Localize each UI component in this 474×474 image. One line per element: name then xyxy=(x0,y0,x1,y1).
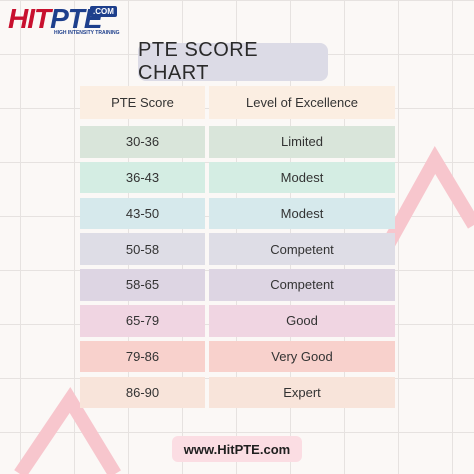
level-cell: Competent xyxy=(209,269,395,301)
score-cell: 79-86 xyxy=(80,340,205,373)
score-cell: 36-43 xyxy=(80,161,205,194)
level-cell: Expert xyxy=(209,376,395,409)
level-cell: Limited xyxy=(209,126,395,158)
header-level: Level of Excellence xyxy=(209,86,395,119)
score-cell: 65-79 xyxy=(80,305,205,337)
level-cell: Modest xyxy=(209,197,395,230)
score-cell: 58-65 xyxy=(80,269,205,301)
logo-hit: HIT xyxy=(8,3,51,34)
logo-tagline: HIGH INTENSITY TRAINING xyxy=(54,30,120,36)
logo-dotcom: .COM xyxy=(90,6,117,17)
score-cell: 50-58 xyxy=(80,233,205,265)
score-cell: 43-50 xyxy=(80,197,205,230)
level-cell: Good xyxy=(209,305,395,337)
level-cell: Very Good xyxy=(209,340,395,373)
header-score: PTE Score xyxy=(80,86,205,119)
score-cell: 86-90 xyxy=(80,376,205,409)
page-title: PTE SCORE CHART xyxy=(138,39,328,84)
website-url: www.HitPTE.com xyxy=(172,436,302,462)
score-cell: 30-36 xyxy=(80,126,205,158)
level-cell: Modest xyxy=(209,161,395,194)
level-cell: Competent xyxy=(209,233,395,265)
